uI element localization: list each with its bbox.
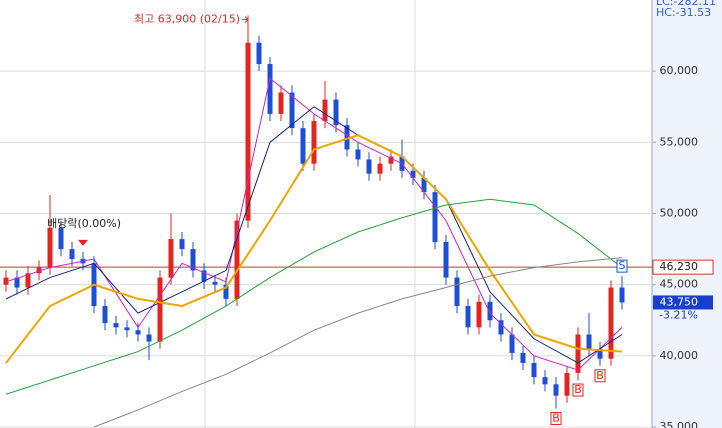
moving-average <box>93 257 623 428</box>
candle-body <box>388 156 394 164</box>
candle-body <box>410 170 416 178</box>
candle-body <box>498 320 504 335</box>
candle-body <box>553 384 559 396</box>
candle-body <box>564 372 570 396</box>
candle-body <box>421 177 427 193</box>
current-box <box>653 295 713 310</box>
candle-body <box>223 284 229 299</box>
candle-body <box>168 239 174 278</box>
candle-body <box>47 227 53 268</box>
candle-body <box>25 273 31 288</box>
candle-body <box>289 92 295 129</box>
candle-body <box>256 42 262 65</box>
y-tick-label: 60,000 <box>660 64 699 77</box>
candle-body <box>465 306 471 328</box>
candle-body <box>212 281 218 285</box>
candle-body <box>300 128 306 164</box>
moving-average <box>5 134 623 364</box>
y-tick-label: 40,000 <box>660 349 699 362</box>
candle-body <box>509 334 515 353</box>
candle-body <box>3 277 9 285</box>
candle-body <box>520 352 526 363</box>
moving-average <box>5 198 623 395</box>
y-tick-label: 50,000 <box>660 207 699 220</box>
candle-body <box>608 287 614 359</box>
candle-body <box>377 163 383 174</box>
candle-body <box>487 301 493 321</box>
signal-box <box>550 411 562 425</box>
candle-body <box>36 267 42 274</box>
high-note: 최고 63,900 (02/15) <box>134 13 240 26</box>
corner-text: LC:-282.11 <box>656 0 716 8</box>
signal-label: B <box>596 369 604 382</box>
current-change: -3.21% <box>659 308 698 321</box>
ref-label: 46,230 <box>660 260 699 273</box>
signal-label: S <box>619 259 626 272</box>
corner-text: HC:-31.53 <box>656 6 711 19</box>
candle-body <box>311 120 317 164</box>
candle-body <box>322 99 328 121</box>
candle-body <box>58 227 64 250</box>
candle-body <box>597 348 603 359</box>
candle-body <box>69 249 75 260</box>
candle-body <box>454 277 460 307</box>
candle-body <box>619 287 625 303</box>
candle-body <box>157 277 163 342</box>
candle-body <box>267 64 273 114</box>
candle-body <box>432 192 438 242</box>
candle-body <box>344 125 350 150</box>
current-label: 43,750 <box>660 295 699 308</box>
candle-body <box>190 249 196 271</box>
candle-body <box>443 241 449 278</box>
signal-label: B <box>552 411 560 424</box>
dividend-note: 배당락(0.00%) <box>47 217 121 230</box>
high-arrow <box>242 16 249 24</box>
signal-box <box>572 383 584 397</box>
candle-body <box>333 99 339 126</box>
candle-body <box>575 334 581 373</box>
y-tick-label: 35,000 <box>660 420 699 428</box>
candle-body <box>14 277 20 288</box>
candle-body <box>245 42 251 221</box>
moving-average <box>5 106 623 364</box>
candle-body <box>135 330 141 335</box>
dividend-marker <box>78 239 88 246</box>
ref-label-box <box>652 259 714 275</box>
candle-body <box>531 362 537 378</box>
candle-body <box>124 327 130 331</box>
moving-average <box>5 77 623 371</box>
candle-body <box>586 334 592 349</box>
y-tick-label: 55,000 <box>660 135 699 148</box>
axis-panel <box>652 0 722 428</box>
candle-body <box>542 377 548 385</box>
candle-body <box>366 159 372 174</box>
candle-body <box>179 239 185 250</box>
signal-box <box>594 369 606 383</box>
candle-body <box>146 334 152 342</box>
candle-body <box>476 301 482 328</box>
y-tick-label: 45,000 <box>660 278 699 291</box>
candle-body <box>278 92 284 114</box>
candle-body <box>234 220 240 299</box>
candle-body <box>355 149 361 160</box>
signal-box <box>616 259 628 273</box>
signal-label: B <box>574 383 582 396</box>
candle-body <box>113 323 119 328</box>
candle-body <box>201 270 207 282</box>
candle-body <box>102 306 108 324</box>
